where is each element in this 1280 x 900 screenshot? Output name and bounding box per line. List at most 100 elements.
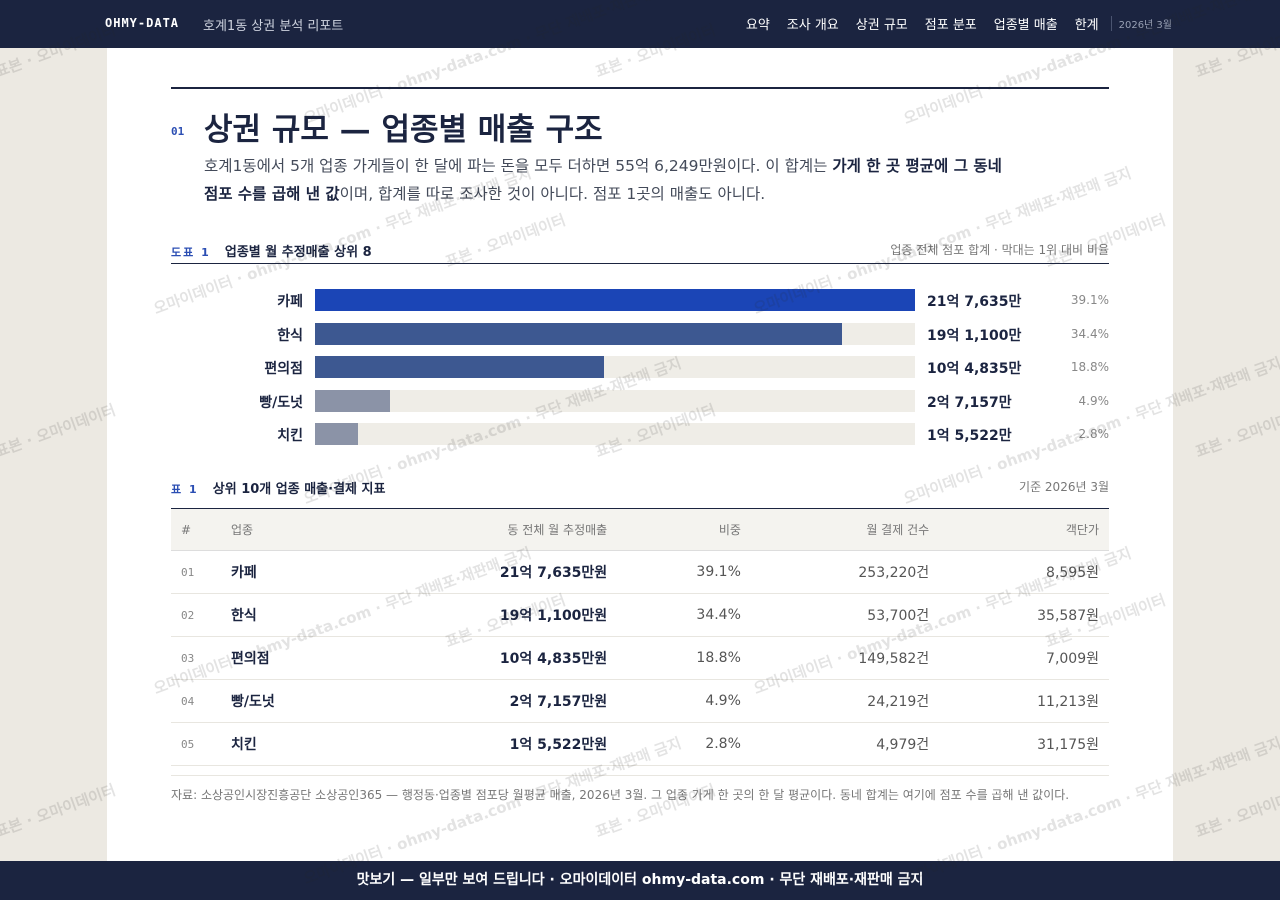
table-row: 03 편의점 10억 4,835만원 18.8% 149,582건 7,009원	[171, 636, 1109, 680]
table-cell: 10억 4,835만원	[353, 636, 618, 680]
table-cell: 01	[171, 550, 221, 594]
category-label: 빵/도넛	[259, 394, 303, 411]
column-header: 객단가	[939, 508, 1109, 551]
table-cell: 1억 5,522만원	[353, 722, 618, 766]
table-cell: 19억 1,100만원	[353, 593, 618, 637]
figure-title: 업종별 월 추정매출 상위 8	[224, 245, 372, 260]
top-bar: OHMY-DATA 호계1동 상권 분석 리포트 요약 조사 개요 상권 규모 점포 …	[0, 0, 1280, 48]
table-cell: 34.4%	[617, 593, 751, 637]
section-rule	[171, 87, 1109, 89]
nav-link[interactable]: 요약	[745, 18, 770, 33]
column-header: 월 결제 건수	[750, 508, 940, 551]
table-cell: 치킨	[221, 722, 354, 766]
table-cell: 253,220건	[750, 550, 940, 594]
bar-track	[315, 356, 915, 378]
watermark: 표본 · 오마이데이터	[0, 780, 118, 842]
category-label: 편의점	[264, 361, 303, 377]
lead-paragraph: 호계1동에서 5개 업종 가게들이 한 달에 파는 돈을 모두 더하면 55억 …	[204, 152, 1014, 208]
table-label: 표 1	[171, 483, 199, 496]
table-cell: 18.8%	[617, 636, 751, 680]
bar-track	[315, 423, 915, 445]
value-label: 19억 1,100만	[927, 327, 1022, 344]
bar	[315, 356, 605, 378]
nav-link[interactable]: 점포 분포	[924, 18, 977, 33]
footer-banner: 맛보기 — 일부만 보여 드립니다 · 오마이데이터 ohmy-data.com…	[0, 861, 1280, 900]
nav-link[interactable]: 업종별 매출	[993, 18, 1058, 33]
table-note: 기준 2026년 3월	[1019, 480, 1109, 494]
table-cell: 31,175원	[939, 722, 1109, 766]
brand[interactable]: OHMY-DATA	[105, 16, 180, 30]
header-row: # 업종 동 전체 월 추정매출 비중 월 결제 건수 객단가	[171, 508, 1109, 551]
bar	[315, 389, 390, 412]
bar	[315, 289, 915, 311]
lead-text: 호계1동에서 5개 업종 가게들이 한 달에 파는 돈을 모두 더하면 55억 …	[204, 157, 833, 175]
value-label: 2억 7,157만	[927, 394, 1012, 411]
table-row: 05 치킨 1억 5,522만원 2.8% 4,979건 31,175원	[171, 722, 1109, 766]
report-date: 2026년 3월	[1110, 16, 1172, 31]
watermark: 표본 · 오마이데이터	[0, 400, 118, 462]
section-number: 01	[171, 125, 185, 138]
share-label: 39.1%	[1070, 293, 1109, 307]
column-header: #	[171, 508, 221, 551]
nav-link[interactable]: 조사 개요	[786, 18, 839, 33]
table-cell: 05	[171, 722, 221, 766]
table-cell: 2억 7,157만원	[353, 679, 618, 723]
bar-row: 빵/도넛 2억 7,157만 4.9%	[171, 389, 1110, 412]
bar-row: 편의점 10억 4,835만 18.8%	[171, 356, 1109, 378]
table-cell: 4.9%	[617, 679, 751, 723]
table-row: 01 카페 21억 7,635만원 39.1% 253,220건 8,595원	[171, 550, 1109, 594]
category-label: 한식	[277, 327, 303, 344]
bar-row: 한식 19억 1,100만 34.4%	[171, 322, 1109, 345]
source-note: 자료: 소상공인시장진흥공단 소상공인365 — 행정동·업종별 점포당 월평균…	[171, 775, 1109, 804]
bar	[315, 322, 842, 345]
table-cell: 04	[171, 679, 221, 723]
value-label: 21억 7,635만	[927, 294, 1022, 310]
table-cell: 21억 7,635만원	[353, 550, 618, 594]
figure-header: 도표 1 업종별 월 추정매출 상위 8 업종 전체 점포 합계 · 막대는 1…	[171, 241, 1109, 264]
content-panel: 01 상권 규모 — 업종별 매출 구조 호계1동에서 5개 업종 가게들이 한…	[107, 48, 1173, 861]
table-cell: 한식	[221, 593, 354, 637]
share-label: 2.8%	[1078, 427, 1110, 441]
watermark: 표본 · 오마이데이터	[1192, 780, 1280, 842]
share-label: 34.4%	[1070, 326, 1109, 341]
table-cell: 7,009원	[939, 636, 1109, 680]
share-label: 4.9%	[1078, 393, 1110, 408]
table-cell: 4,979건	[750, 722, 940, 766]
table-title: 상위 10개 업종 매출·결제 지표	[212, 482, 386, 497]
table-cell: 빵/도넛	[221, 679, 354, 723]
share-label: 18.8%	[1070, 360, 1109, 374]
bar-row: 치킨 1억 5,522만 2.8%	[171, 423, 1109, 445]
table-cell: 35,587원	[939, 593, 1109, 637]
bar-track	[315, 389, 915, 412]
table-cell: 2.8%	[617, 722, 751, 766]
column-header: 동 전체 월 추정매출	[353, 508, 618, 551]
column-header: 비중	[617, 508, 751, 551]
category-label: 치킨	[277, 428, 303, 444]
bar-track	[315, 322, 915, 345]
table-cell: 39.1%	[617, 550, 751, 594]
table-cell: 03	[171, 636, 221, 680]
table: # 업종 동 전체 월 추정매출 비중 월 결제 건수 객단가 01 카페 21억 7,635만…	[171, 508, 1109, 766]
lead-text: 이며, 합계를 따로 조사한 것이 아니다. 점포 1곳의 매출도 아니다.	[339, 185, 766, 203]
bar-track	[315, 289, 915, 311]
table-body: 01 카페 21억 7,635만원 39.1% 253,220건 8,595원 02 한식 19…	[171, 550, 1109, 766]
table-cell: 149,582건	[750, 636, 940, 680]
table-row: 04 빵/도넛 2억 7,157만원 4.9% 24,219건 11,213원	[171, 679, 1109, 723]
table-cell: 8,595원	[939, 550, 1109, 594]
figure-label: 도표 1	[171, 246, 211, 259]
nav: 요약 조사 개요 상권 규모 점포 분포 업종별 매출 한계 2026년 3월	[746, 14, 1172, 33]
nav-link[interactable]: 한계	[1074, 18, 1099, 33]
table-cell: 11,213원	[939, 679, 1109, 723]
column-header: 업종	[221, 508, 354, 551]
watermark: 표본 · 오마이데이터	[1192, 400, 1280, 462]
table-cell: 53,700건	[750, 593, 940, 637]
figure-note: 업종 전체 점포 합계 · 막대는 1위 대비 비율	[890, 243, 1109, 257]
nav-link[interactable]: 상권 규모	[855, 18, 908, 33]
value-label: 1억 5,522만	[927, 428, 1012, 444]
lead-emphasis: 가게 한 곳 평균에 그 동네 점포 수를 곱해 낸 값	[204, 157, 1002, 203]
report-subtitle: 호계1동 상권 분석 리포트	[203, 19, 344, 34]
table-cell: 02	[171, 593, 221, 637]
table-cell: 편의점	[221, 636, 354, 680]
